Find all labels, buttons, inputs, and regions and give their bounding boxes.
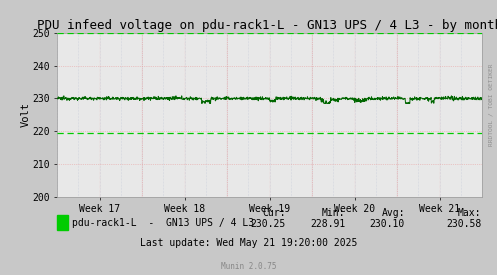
Text: 230.25: 230.25 <box>250 219 286 229</box>
Text: Min:: Min: <box>322 208 345 218</box>
Text: Avg:: Avg: <box>382 208 405 218</box>
Text: Munin 2.0.75: Munin 2.0.75 <box>221 262 276 271</box>
Title: PDU infeed voltage on pdu-rack1-L - GN13 UPS / 4 L3 - by month: PDU infeed voltage on pdu-rack1-L - GN13… <box>37 19 497 32</box>
Text: 228.91: 228.91 <box>310 219 345 229</box>
Text: RRDTOOL / TOBI OETIKER: RRDTOOL / TOBI OETIKER <box>488 63 493 146</box>
Y-axis label: Volt: Volt <box>20 102 30 127</box>
Text: pdu-rack1-L  -  GN13 UPS / 4 L3: pdu-rack1-L - GN13 UPS / 4 L3 <box>72 218 254 228</box>
Text: Max:: Max: <box>458 208 481 218</box>
Text: Last update: Wed May 21 19:20:00 2025: Last update: Wed May 21 19:20:00 2025 <box>140 238 357 248</box>
Text: Cur:: Cur: <box>262 208 286 218</box>
Text: 230.58: 230.58 <box>446 219 481 229</box>
Text: 230.10: 230.10 <box>370 219 405 229</box>
